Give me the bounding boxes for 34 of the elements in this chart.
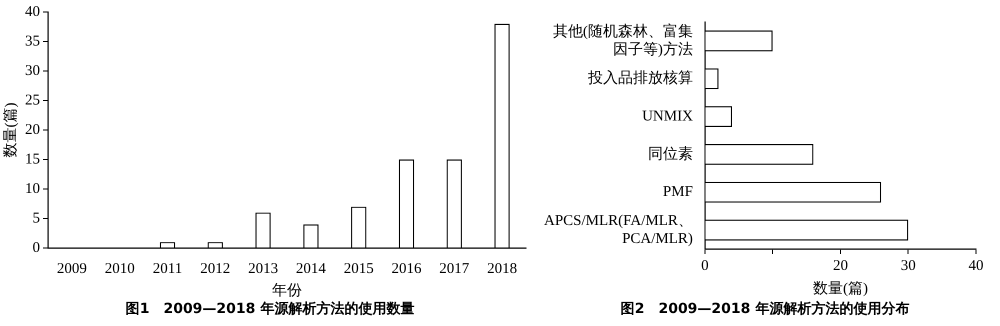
- y-tick-label: PMF: [662, 184, 693, 200]
- y-tick-label: 40: [25, 4, 40, 20]
- caption: 图2 2009—2018 年源解析方法的使用分布: [620, 300, 910, 318]
- y-tick-label: APCS/MLR(FA/MLR、PCA/MLR): [544, 213, 693, 248]
- x-axis-title: 年份: [272, 282, 302, 299]
- x-tick-label: 2018: [487, 260, 518, 277]
- caption: 图1 2009—2018 年源解析方法的使用数量: [126, 300, 414, 318]
- y-tick-label: 35: [25, 33, 40, 50]
- x-tick-label: 2010: [104, 260, 135, 277]
- y-tick-label: 0: [32, 240, 40, 256]
- x-tick-label: 2014: [296, 260, 326, 277]
- y-tick-label: UNMIX: [642, 108, 694, 125]
- x-tick-label: 2016: [392, 260, 422, 277]
- x-tick-label: 20: [832, 258, 848, 274]
- x-tick-label: 2013: [248, 260, 278, 277]
- x-tick-label: 2015: [344, 260, 374, 277]
- y-tick-label: 30: [25, 62, 40, 79]
- y-tick-label: 15: [25, 151, 40, 168]
- y-tick-label: 其他(随机森林、富集因子等)方法: [552, 22, 693, 58]
- y-tick-label: 10: [25, 180, 40, 197]
- x-tick-label: 30: [900, 258, 916, 274]
- x-tick-label: 2011: [152, 260, 182, 277]
- x-tick-label: 2009: [56, 260, 87, 277]
- y-axis-title: 数量(篇): [2, 102, 19, 158]
- x-axis-title: 数量(篇): [812, 280, 868, 297]
- x-tick-label: 40: [968, 258, 984, 274]
- y-tick-label: 5: [32, 210, 40, 226]
- y-tick-label: 同位素: [648, 145, 693, 162]
- y-tick-label: 投入品排放核算: [586, 70, 693, 87]
- x-tick-label: 2012: [200, 260, 230, 277]
- x-tick-label: 0: [701, 258, 709, 274]
- y-tick-label: 25: [25, 92, 40, 108]
- x-tick-label: 2017: [439, 260, 470, 277]
- y-tick-label: 20: [25, 122, 40, 138]
